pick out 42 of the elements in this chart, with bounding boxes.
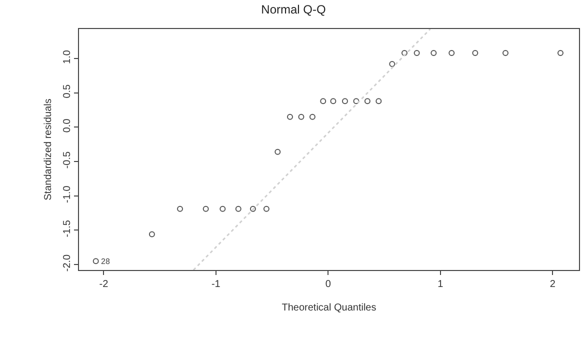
annotation: 28	[101, 257, 110, 266]
chart-title: Normal Q-Q	[261, 2, 326, 16]
y-tick-label: -1.5	[62, 220, 73, 238]
point	[148, 231, 155, 238]
x-tick-label: 1	[438, 279, 444, 290]
point	[92, 258, 99, 264]
x-tick-label: 0	[325, 279, 332, 290]
point	[376, 98, 382, 104]
y-tick-label: -2.0	[62, 254, 73, 272]
point	[309, 114, 316, 120]
point	[430, 50, 437, 56]
y-tick-label: 0.0	[62, 118, 73, 133]
point	[287, 114, 293, 120]
point	[448, 50, 455, 56]
point	[202, 206, 209, 212]
point	[389, 61, 396, 68]
point	[320, 98, 326, 104]
point	[330, 98, 336, 104]
y-tick-label: 0.5	[62, 84, 73, 98]
point	[472, 50, 478, 56]
point	[557, 50, 564, 56]
x-tick-label: 2	[550, 279, 556, 290]
point	[414, 50, 420, 56]
point	[235, 206, 242, 212]
x-axis-title: Theoretical Quantiles	[282, 302, 376, 314]
y-axis-title: Standardized residuals	[43, 98, 54, 200]
point	[364, 98, 370, 104]
point	[353, 98, 360, 104]
point	[502, 50, 508, 56]
y-tick-label: -1.0	[62, 185, 73, 203]
y-tick-label: 1.0	[62, 50, 73, 64]
point	[274, 148, 281, 155]
y-tick-label: -0.5	[62, 150, 73, 169]
point	[177, 206, 184, 212]
point	[401, 50, 408, 56]
point	[250, 206, 256, 212]
point	[342, 98, 348, 104]
x-tick-label: -2	[99, 279, 109, 290]
point	[220, 206, 226, 212]
point	[263, 206, 270, 212]
x-tick-label: -1	[211, 279, 221, 290]
point	[298, 114, 304, 120]
